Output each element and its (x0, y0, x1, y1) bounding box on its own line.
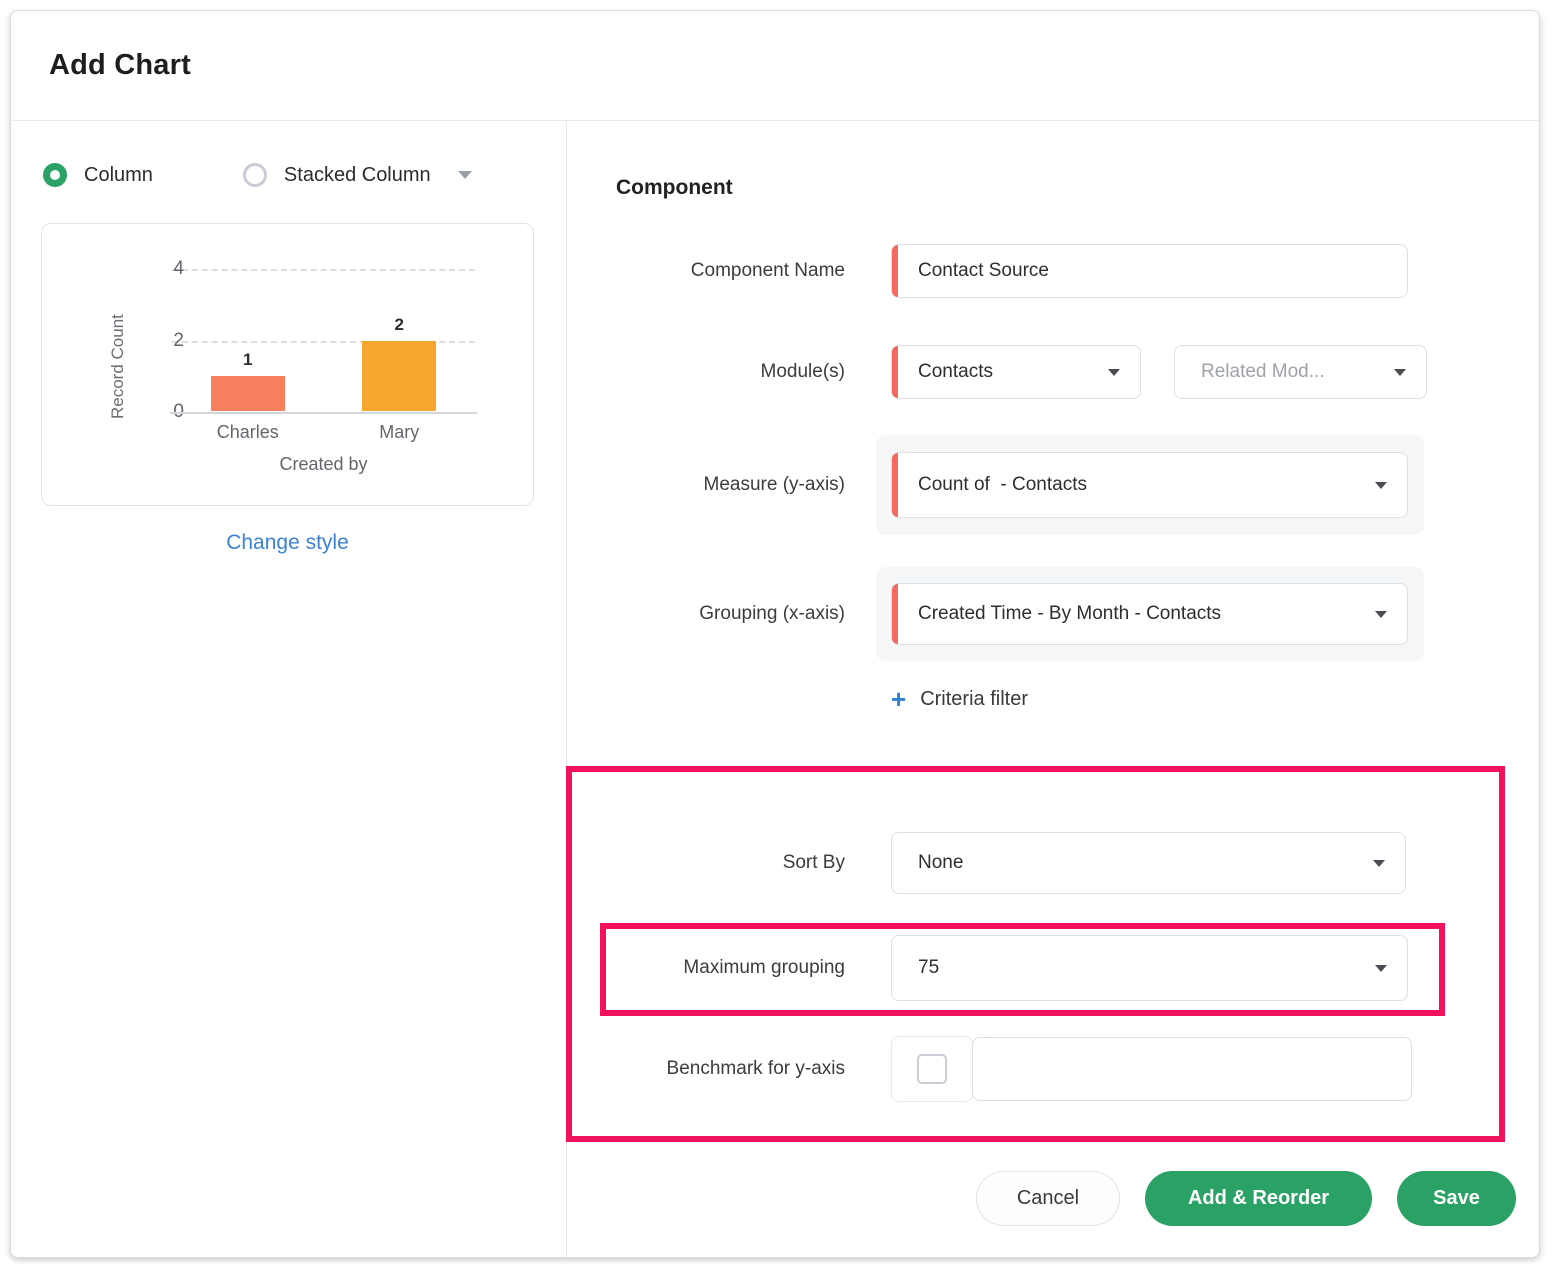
related-modules-value: Related Mod... (1201, 361, 1325, 382)
bar-value-label: 2 (394, 314, 404, 334)
measure-dropdown[interactable]: Count of - Contacts (891, 452, 1408, 518)
modules-value: Contacts (918, 361, 993, 382)
chevron-down-icon (1394, 368, 1406, 376)
dialog-footer: Cancel Add & Reorder Save (976, 1171, 1516, 1226)
benchmark-label: Benchmark for y-axis (666, 1058, 845, 1079)
radio-selected-icon[interactable] (43, 163, 67, 187)
benchmark-input[interactable] (972, 1037, 1412, 1101)
x-axis-title: Created by (279, 454, 368, 474)
chart-preview-card: Record Count Created by 0 2 4 1 Charles 2 Mary (41, 223, 534, 506)
gridline (172, 340, 475, 343)
modules-dropdown[interactable]: Contacts (891, 345, 1141, 399)
chevron-down-icon (1375, 610, 1387, 618)
chart-type-options: Column Stacked Column (43, 163, 472, 187)
benchmark-checkbox-container (891, 1036, 973, 1102)
related-modules-dropdown[interactable]: Related Mod... (1174, 345, 1427, 399)
required-marker (892, 584, 898, 644)
benchmark-checkbox[interactable] (917, 1054, 947, 1084)
y-axis-title: Record Count (108, 314, 127, 419)
add-chart-dialog: Add Chart Column Stacked Column Record C… (10, 10, 1540, 1258)
radio-column[interactable]: Column (43, 163, 153, 187)
chart-style-panel: Column Stacked Column Record Count Creat… (11, 121, 567, 1257)
maximum-grouping-label: Maximum grouping (683, 957, 845, 978)
measure-label: Measure (y-axis) (703, 474, 845, 495)
criteria-filter-link[interactable]: + Criteria filter (891, 686, 1028, 712)
chart-preview: Record Count Created by 0 2 4 1 Charles 2 Mary (42, 224, 533, 505)
y-tick-label: 0 (173, 401, 184, 422)
page-title: Add Chart (49, 49, 191, 81)
chevron-down-icon (1373, 859, 1385, 867)
gridline (172, 269, 475, 271)
x-tick-label: Mary (379, 422, 420, 442)
required-marker (892, 245, 898, 297)
bar (210, 376, 285, 411)
radio-stacked-column-label: Stacked Column (283, 163, 431, 186)
required-marker (892, 346, 898, 398)
component-name-value: Contact Source (918, 260, 1049, 281)
maximum-grouping-dropdown[interactable]: 75 (891, 935, 1408, 1001)
modules-label: Module(s) (760, 361, 845, 382)
radio-column-label: Column (84, 163, 153, 186)
chevron-down-icon (1375, 481, 1387, 489)
bar (362, 340, 437, 411)
add-reorder-button[interactable]: Add & Reorder (1145, 1171, 1372, 1226)
x-axis-line (170, 412, 477, 414)
criteria-filter-label: Criteria filter (920, 687, 1028, 710)
component-name-label: Component Name (690, 260, 845, 281)
component-form-panel: Component Component Name Contact Source … (566, 121, 1539, 1257)
x-tick-label: Charles (216, 422, 279, 442)
radio-unselected-icon[interactable] (242, 163, 267, 187)
measure-value: Count of - Contacts (918, 474, 1087, 495)
required-marker (892, 453, 898, 517)
dialog-header: Add Chart (11, 11, 1539, 121)
grouping-value: Created Time - By Month - Contacts (918, 603, 1222, 624)
chevron-down-icon (1108, 368, 1120, 376)
save-button[interactable]: Save (1397, 1171, 1516, 1226)
cancel-button[interactable]: Cancel (976, 1171, 1120, 1226)
y-tick-label: 2 (173, 329, 184, 351)
section-title: Component (616, 176, 733, 199)
chevron-down-icon (1375, 964, 1387, 972)
chevron-down-icon[interactable] (457, 171, 472, 179)
bar-value-label: 1 (243, 350, 253, 370)
sort-by-label: Sort By (782, 852, 845, 873)
radio-stacked-column[interactable]: Stacked Column (242, 163, 472, 187)
grouping-label: Grouping (x-axis) (699, 603, 845, 624)
change-style-link[interactable]: Change style (226, 531, 349, 554)
component-name-input[interactable]: Contact Source (891, 244, 1408, 298)
plus-icon: + (891, 684, 907, 714)
sort-by-dropdown[interactable]: None (891, 832, 1406, 894)
maximum-grouping-value: 75 (918, 957, 940, 978)
grouping-dropdown[interactable]: Created Time - By Month - Contacts (891, 583, 1408, 645)
sort-by-value: None (918, 852, 964, 873)
y-tick-label: 4 (173, 258, 184, 279)
